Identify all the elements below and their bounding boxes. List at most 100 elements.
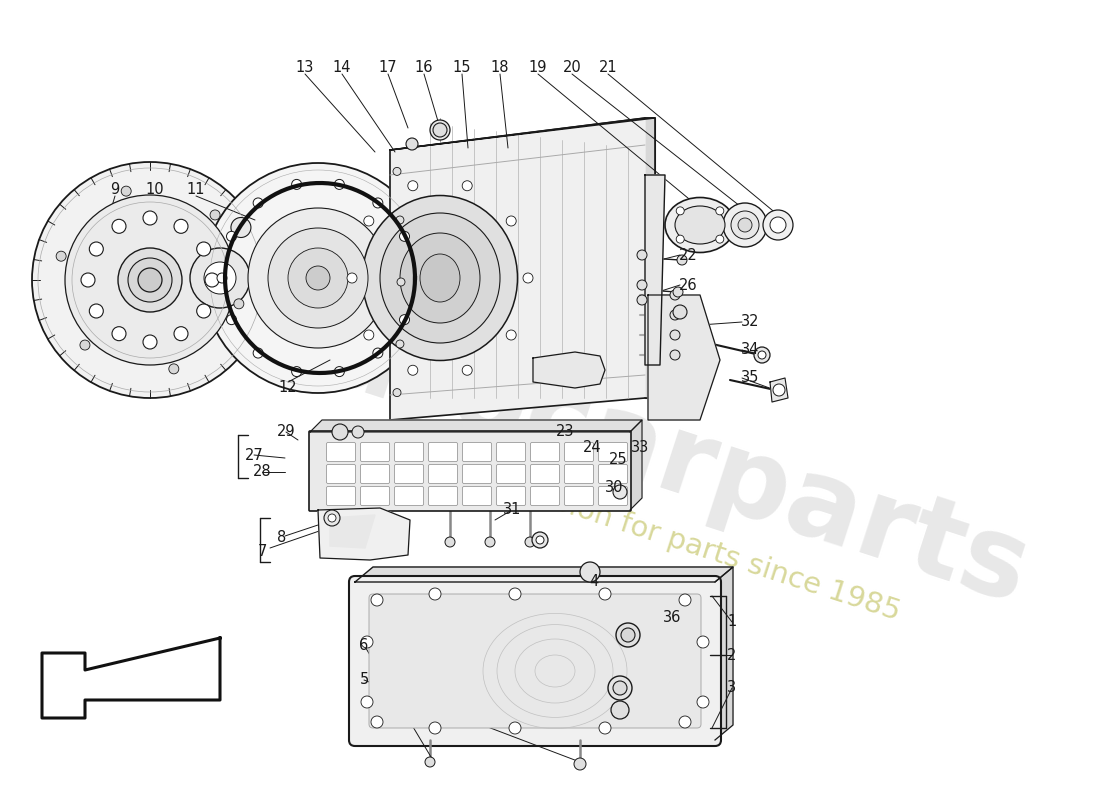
FancyBboxPatch shape — [368, 594, 701, 728]
FancyBboxPatch shape — [598, 465, 627, 483]
FancyBboxPatch shape — [327, 465, 355, 483]
Polygon shape — [42, 638, 220, 718]
Text: 3: 3 — [727, 681, 737, 695]
Circle shape — [532, 532, 548, 548]
Circle shape — [89, 242, 103, 256]
Polygon shape — [630, 420, 642, 510]
Circle shape — [373, 348, 383, 358]
Text: 18: 18 — [491, 61, 509, 75]
FancyBboxPatch shape — [429, 442, 458, 462]
Circle shape — [429, 722, 441, 734]
Circle shape — [112, 326, 126, 341]
Circle shape — [763, 210, 793, 240]
Circle shape — [396, 216, 404, 224]
FancyBboxPatch shape — [395, 486, 424, 506]
Circle shape — [679, 594, 691, 606]
Circle shape — [227, 231, 236, 242]
Circle shape — [600, 588, 610, 600]
Text: 35: 35 — [740, 370, 759, 386]
Text: a passion for parts since 1985: a passion for parts since 1985 — [476, 463, 904, 626]
Circle shape — [197, 304, 211, 318]
Circle shape — [608, 676, 632, 700]
Circle shape — [522, 273, 534, 283]
FancyBboxPatch shape — [598, 442, 627, 462]
Circle shape — [168, 364, 179, 374]
Circle shape — [446, 537, 455, 547]
Circle shape — [210, 210, 220, 220]
Polygon shape — [390, 118, 654, 150]
Text: 12: 12 — [278, 381, 297, 395]
Polygon shape — [715, 567, 733, 740]
Text: 22: 22 — [679, 247, 697, 262]
Circle shape — [536, 536, 544, 544]
Circle shape — [292, 179, 301, 190]
Text: 25: 25 — [608, 453, 627, 467]
Circle shape — [399, 231, 409, 242]
Circle shape — [732, 211, 759, 239]
Text: 34: 34 — [740, 342, 759, 358]
Ellipse shape — [675, 206, 725, 244]
Circle shape — [670, 290, 680, 300]
Circle shape — [253, 348, 263, 358]
Text: 7: 7 — [257, 545, 266, 559]
Circle shape — [673, 305, 688, 319]
Circle shape — [637, 295, 647, 305]
Circle shape — [670, 310, 680, 320]
Text: 20: 20 — [562, 61, 582, 75]
Circle shape — [429, 588, 441, 600]
FancyBboxPatch shape — [429, 486, 458, 506]
Circle shape — [610, 701, 629, 719]
FancyBboxPatch shape — [309, 431, 631, 511]
Text: 11: 11 — [187, 182, 206, 198]
Circle shape — [509, 722, 521, 734]
Circle shape — [773, 384, 785, 396]
Circle shape — [770, 217, 786, 233]
FancyBboxPatch shape — [395, 442, 424, 462]
FancyBboxPatch shape — [530, 486, 560, 506]
Text: 15: 15 — [453, 61, 471, 75]
Circle shape — [204, 262, 236, 294]
Circle shape — [352, 426, 364, 438]
Circle shape — [509, 588, 521, 600]
Circle shape — [716, 207, 724, 215]
Circle shape — [373, 198, 383, 208]
Circle shape — [580, 562, 600, 582]
Circle shape — [485, 537, 495, 547]
Polygon shape — [770, 378, 788, 402]
Text: 19: 19 — [529, 61, 548, 75]
Circle shape — [409, 273, 419, 283]
Polygon shape — [330, 515, 375, 548]
Circle shape — [268, 228, 368, 328]
Text: 5: 5 — [360, 673, 368, 687]
Circle shape — [292, 366, 301, 377]
FancyBboxPatch shape — [462, 486, 492, 506]
Circle shape — [506, 330, 516, 340]
Circle shape — [56, 251, 66, 261]
FancyBboxPatch shape — [564, 465, 594, 483]
Text: 29: 29 — [277, 425, 295, 439]
Circle shape — [430, 120, 450, 140]
Circle shape — [288, 248, 348, 308]
Circle shape — [80, 340, 90, 350]
Circle shape — [197, 242, 211, 256]
Circle shape — [397, 278, 405, 286]
Polygon shape — [534, 352, 605, 388]
Text: 26: 26 — [679, 278, 697, 293]
Circle shape — [637, 250, 647, 260]
Polygon shape — [310, 420, 642, 432]
Circle shape — [143, 335, 157, 349]
Text: 21: 21 — [598, 61, 617, 75]
Circle shape — [613, 485, 627, 499]
Circle shape — [679, 716, 691, 728]
FancyBboxPatch shape — [361, 442, 389, 462]
Ellipse shape — [363, 195, 517, 361]
Ellipse shape — [420, 254, 460, 302]
Circle shape — [227, 314, 236, 325]
Circle shape — [324, 510, 340, 526]
Text: 4: 4 — [590, 574, 598, 590]
Text: 23: 23 — [556, 425, 574, 439]
FancyBboxPatch shape — [462, 442, 492, 462]
Polygon shape — [645, 118, 654, 398]
Circle shape — [616, 623, 640, 647]
Text: 27: 27 — [244, 447, 263, 462]
